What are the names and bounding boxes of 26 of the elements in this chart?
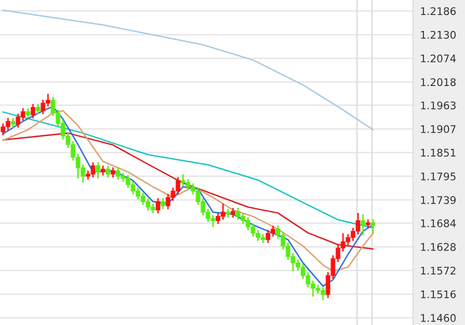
y-tick-label: 1.1684 (421, 219, 456, 228)
y-tick-label: 1.1572 (421, 266, 456, 275)
candlestick (160, 198, 166, 210)
candlestick (100, 164, 106, 176)
y-tick-label: 1.2186 (421, 7, 456, 16)
y-tick-label: 1.2074 (421, 54, 456, 62)
y-tick-label: 1.1460 (421, 314, 456, 322)
y-tick-label: 1.2018 (421, 78, 456, 86)
candlestick (106, 164, 110, 178)
candlestick (96, 162, 100, 180)
y-tick-label: 1.1628 (421, 243, 456, 251)
line-series (2, 111, 374, 228)
candlestick (110, 166, 116, 178)
y-tick-label: 1.1963 (421, 101, 456, 110)
y-tick-label: 1.2130 (421, 30, 456, 39)
candlestick (26, 107, 30, 120)
candlestick (30, 103, 36, 120)
line-series (2, 132, 374, 250)
y-tick-label: 1.1851 (421, 148, 456, 157)
y-tick-label: 1.1516 (421, 290, 456, 298)
candlestick (156, 198, 160, 214)
candlestick (36, 103, 40, 115)
line-series (2, 9, 374, 130)
y-tick-label: 1.1795 (421, 172, 456, 180)
y-tick-label: 1.1739 (421, 196, 456, 204)
y-tick-label: 1.1907 (421, 125, 456, 134)
